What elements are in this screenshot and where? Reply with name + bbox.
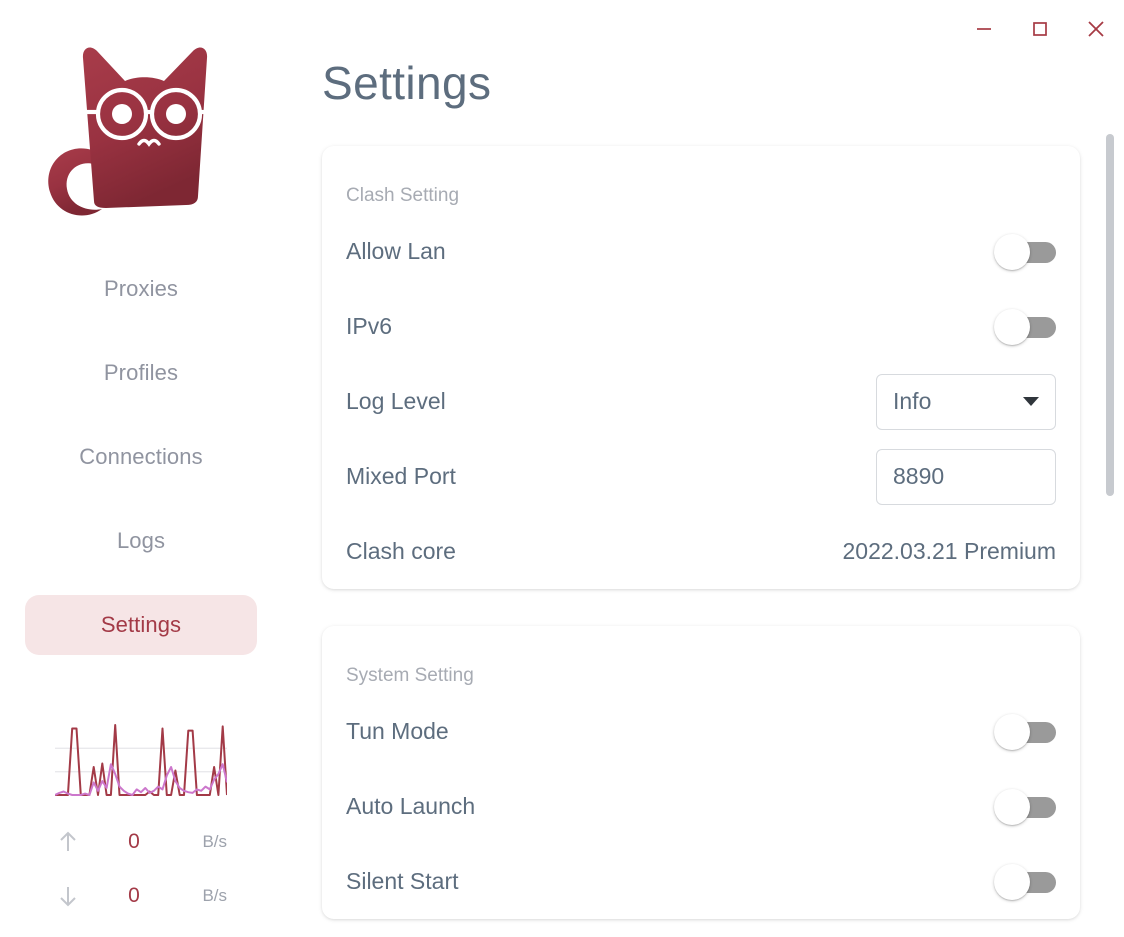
toggle-thumb	[994, 713, 1030, 750]
toggle-thumb	[994, 233, 1030, 270]
sidebar-nav: Proxies Profiles Connections Logs Settin…	[25, 259, 257, 679]
window-controls	[956, 0, 1124, 58]
download-speed-unit: B/s	[202, 886, 227, 905]
clash-core-version: 2022.03.21 Premium	[842, 538, 1056, 564]
sidebar-item-label: Logs	[116, 528, 166, 553]
setting-label: Mixed Port	[346, 463, 456, 489]
clash-setting-card: Clash Setting Allow Lan IPv6	[322, 146, 1080, 589]
setting-label: Clash core	[346, 538, 456, 564]
sidebar-item-label: Connections	[79, 444, 203, 469]
log-level-value: Info	[893, 388, 932, 414]
setting-row-allow-lan: Allow Lan	[346, 214, 1056, 289]
tun-mode-toggle[interactable]	[994, 713, 1056, 751]
card-section-label: Clash Setting	[346, 185, 460, 206]
setting-row-silent-start: Silent Start	[346, 844, 1056, 919]
mixed-port-value: 8890	[893, 463, 945, 489]
setting-row-ipv6: IPv6	[346, 289, 1056, 364]
app-logo	[31, 18, 251, 233]
sidebar-item-proxies[interactable]: Proxies	[25, 259, 257, 319]
toggle-thumb	[994, 863, 1030, 900]
close-button[interactable]	[1068, 0, 1124, 58]
cat-logo-icon	[48, 46, 212, 215]
main-content: Settings Clash Setting Allow Lan IPv6	[282, 0, 1124, 937]
log-level-select[interactable]: Info	[876, 373, 1056, 430]
setting-row-clash-core: Clash core 2022.03.21 Premium	[346, 514, 1056, 589]
arrow-down-icon	[55, 883, 97, 909]
scrollbar-thumb[interactable]	[1106, 134, 1114, 496]
auto-launch-toggle[interactable]	[994, 788, 1056, 826]
sidebar-item-settings[interactable]: Settings	[25, 595, 257, 655]
setting-label: Tun Mode	[346, 718, 449, 744]
toggle-thumb	[994, 308, 1030, 345]
setting-label: Auto Launch	[346, 793, 476, 819]
scrollbar-track[interactable]	[1106, 0, 1120, 937]
upload-speed-value: 0	[128, 830, 140, 853]
minimize-button[interactable]	[956, 0, 1012, 58]
allow-lan-toggle[interactable]	[994, 233, 1056, 271]
setting-label: Silent Start	[346, 868, 459, 894]
sidebar-item-label: Settings	[100, 612, 182, 637]
sidebar-item-profiles[interactable]: Profiles	[25, 343, 257, 403]
download-speed-value: 0	[128, 884, 140, 907]
traffic-widget: 0 B/s 0 B/s	[0, 721, 282, 937]
system-setting-card: System Setting Tun Mode Auto Launch	[322, 626, 1080, 919]
setting-row-tun-mode: Tun Mode	[346, 694, 1056, 769]
ipv6-toggle[interactable]	[994, 308, 1056, 346]
sidebar: Proxies Profiles Connections Logs Settin…	[0, 0, 282, 937]
close-icon	[1085, 18, 1107, 40]
setting-row-auto-launch: Auto Launch	[346, 769, 1056, 844]
mixed-port-input[interactable]: 8890	[876, 448, 1056, 505]
download-stat-row: 0 B/s	[55, 869, 227, 923]
chevron-down-icon	[1023, 397, 1039, 406]
card-section-label: System Setting	[346, 665, 474, 686]
sidebar-item-logs[interactable]: Logs	[25, 511, 257, 571]
setting-row-mixed-port: Mixed Port 8890	[346, 439, 1056, 514]
sidebar-item-label: Profiles	[103, 360, 179, 385]
minimize-icon	[974, 19, 994, 39]
arrow-up-icon	[55, 829, 97, 855]
sidebar-item-label: Proxies	[103, 276, 179, 301]
traffic-sparkline-chart	[55, 721, 227, 799]
toggle-thumb	[994, 788, 1030, 825]
setting-row-log-level: Log Level Info	[346, 364, 1056, 439]
maximize-icon	[1030, 19, 1050, 39]
upload-stat-row: 0 B/s	[55, 815, 227, 869]
setting-label: Allow Lan	[346, 238, 446, 264]
settings-cards: Clash Setting Allow Lan IPv6	[282, 146, 1124, 919]
sidebar-item-connections[interactable]: Connections	[25, 427, 257, 487]
setting-label: IPv6	[346, 313, 393, 339]
upload-speed-unit: B/s	[202, 832, 227, 851]
setting-label: Log Level	[346, 388, 446, 414]
silent-start-toggle[interactable]	[994, 863, 1056, 901]
page-title: Settings	[322, 57, 492, 109]
maximize-button[interactable]	[1012, 0, 1068, 58]
